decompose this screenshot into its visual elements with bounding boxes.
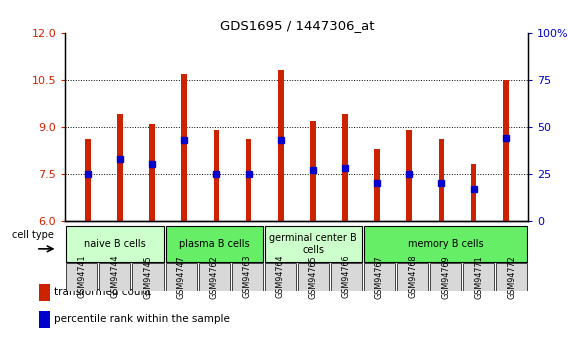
Text: GSM94744: GSM94744 [110,255,119,298]
Text: naive B cells: naive B cells [84,239,146,249]
Bar [361,221,393,223]
Text: GSM94765: GSM94765 [309,255,318,298]
FancyBboxPatch shape [496,263,527,291]
FancyBboxPatch shape [265,226,362,262]
Text: GSM94747: GSM94747 [177,255,186,298]
Text: cell type: cell type [12,230,53,240]
Bar [39,311,50,328]
Bar [342,114,348,221]
FancyBboxPatch shape [364,263,395,291]
Bar [168,221,201,223]
Bar [39,284,50,300]
Bar [374,149,380,221]
Text: GSM94763: GSM94763 [243,255,252,298]
Text: GSM94772: GSM94772 [507,255,516,298]
Bar [181,73,187,221]
FancyBboxPatch shape [397,263,428,291]
Bar [457,221,490,223]
Bar [232,221,265,223]
Text: GSM94741: GSM94741 [77,255,86,298]
Bar [85,139,91,221]
Bar [117,114,123,221]
FancyBboxPatch shape [132,263,164,291]
Bar [503,80,508,221]
FancyBboxPatch shape [430,263,461,291]
Text: GSM94764: GSM94764 [275,255,285,298]
FancyBboxPatch shape [265,263,296,291]
FancyBboxPatch shape [364,226,527,262]
Bar [310,120,316,221]
Bar [265,221,297,223]
Text: percentile rank within the sample: percentile rank within the sample [54,314,230,324]
Bar [278,70,283,221]
Bar [471,165,477,221]
Bar [297,221,329,223]
Bar [393,221,425,223]
Title: GDS1695 / 1447306_at: GDS1695 / 1447306_at [219,19,374,32]
Text: GSM94745: GSM94745 [144,255,152,298]
Bar [246,139,252,221]
Text: GSM94767: GSM94767 [375,255,384,298]
FancyBboxPatch shape [66,226,164,262]
FancyBboxPatch shape [165,226,263,262]
Text: memory B cells: memory B cells [408,239,483,249]
Bar [425,221,457,223]
Bar [438,139,444,221]
Text: plasma B cells: plasma B cells [179,239,249,249]
FancyBboxPatch shape [463,263,494,291]
Bar [136,221,168,223]
FancyBboxPatch shape [66,263,97,291]
Text: transformed count: transformed count [54,287,151,297]
FancyBboxPatch shape [298,263,329,291]
FancyBboxPatch shape [165,263,197,291]
Bar [149,124,155,221]
FancyBboxPatch shape [99,263,131,291]
Bar [72,221,104,223]
Bar [104,221,136,223]
FancyBboxPatch shape [232,263,263,291]
Text: GSM94766: GSM94766 [342,255,351,298]
Bar [490,221,522,223]
Text: GSM94762: GSM94762 [210,255,219,298]
Text: GSM94769: GSM94769 [441,255,450,298]
Text: GSM94771: GSM94771 [474,255,483,298]
Bar [329,221,361,223]
Text: GSM94768: GSM94768 [408,255,417,298]
FancyBboxPatch shape [331,263,362,291]
Bar [406,130,412,221]
Bar [214,130,219,221]
Text: germinal center B
cells: germinal center B cells [269,233,357,255]
FancyBboxPatch shape [199,263,229,291]
Bar [201,221,232,223]
